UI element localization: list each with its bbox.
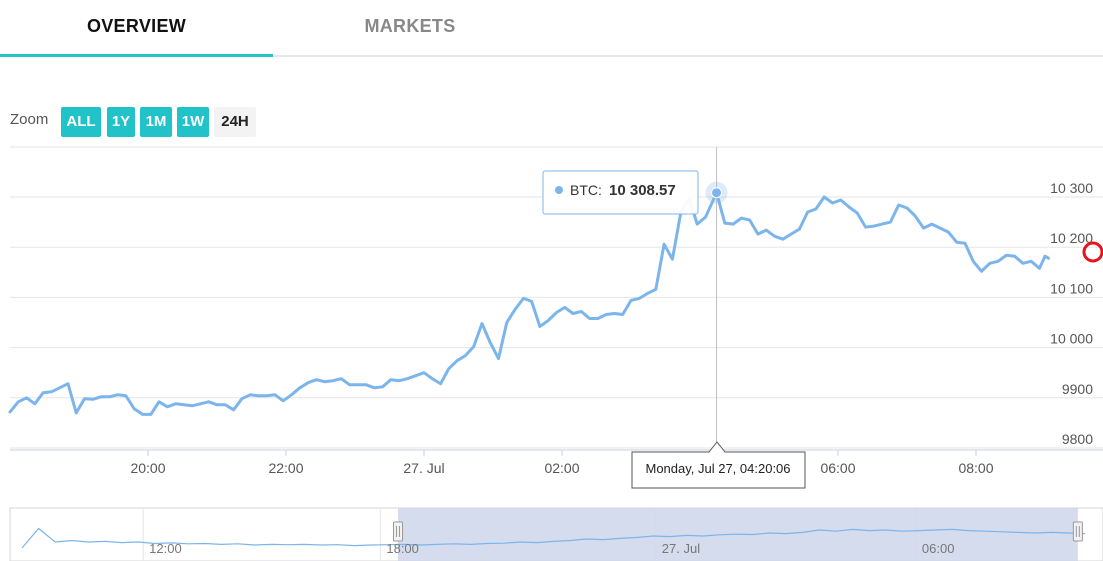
x-tick-label: 20:00 <box>130 460 165 476</box>
x-tick-label: 08:00 <box>958 460 993 476</box>
x-tick-label: 22:00 <box>268 460 303 476</box>
navigator-tick-label: 27. Jul <box>662 541 700 556</box>
btc-price-line <box>8 191 1050 416</box>
date-tooltip: Monday, Jul 27, 04:20:06 <box>631 441 806 489</box>
x-tick-label: 02:00 <box>544 460 579 476</box>
tooltip-value: 10 308.57 <box>609 182 676 199</box>
last-point-marker <box>1082 241 1103 263</box>
navigator-tick-label: 06:00 <box>922 541 955 556</box>
navigator-tick-label: 12:00 <box>149 541 182 556</box>
hover-point <box>711 187 723 199</box>
tab-overview[interactable]: OVERVIEW <box>0 0 273 57</box>
y-tick-label: 10 100 <box>1050 280 1093 296</box>
date-tooltip-label: Monday, Jul 27, 04:20:06 <box>645 461 790 476</box>
navigator[interactable]: 12:00 18:00 27. Jul 06:00 <box>9 507 1103 561</box>
y-tick-label: 10 200 <box>1050 230 1093 246</box>
zoom-all-button[interactable]: ALL <box>61 107 101 137</box>
tooltip-series-marker <box>555 186 563 194</box>
x-tick-label: 06:00 <box>820 460 855 476</box>
tab-bar: OVERVIEW MARKETS <box>0 0 1103 57</box>
navigator-handle-grip[interactable] <box>393 521 404 542</box>
y-tick-label: 9800 <box>1062 431 1093 447</box>
zoom-1m-button[interactable]: 1M <box>140 107 172 137</box>
navigator-handle-grip[interactable] <box>1072 521 1083 542</box>
navigator-series-line <box>21 527 1086 549</box>
y-axis: 9800 9900 10 000 10 100 10 200 10 300 <box>1050 180 1093 447</box>
tooltip-series-name: BTC: <box>570 182 602 198</box>
navigator-labels: 12:00 18:00 27. Jul 06:00 <box>149 541 954 556</box>
grid-lines <box>10 146 1103 451</box>
navigator-handle-left[interactable] <box>393 521 404 542</box>
x-tick-label: 27. Jul <box>403 460 444 476</box>
zoom-1y-button[interactable]: 1Y <box>107 107 135 137</box>
x-axis: 20:00 22:00 27. Jul 02:00 06:00 08:00 <box>130 450 994 476</box>
series-tooltip: BTC: 10 308.57 <box>542 170 699 215</box>
navigator-tick-label: 18:00 <box>386 541 419 556</box>
y-tick-label: 10 300 <box>1050 180 1093 196</box>
navigator-handle-right[interactable] <box>1072 521 1083 542</box>
zoom-label: Zoom <box>10 111 49 128</box>
tab-markets[interactable]: MARKETS <box>364 16 456 36</box>
zoom-1w-button[interactable]: 1W <box>177 107 209 137</box>
zoom-24h-button[interactable]: 24H <box>214 107 256 137</box>
y-tick-label: 9900 <box>1062 381 1093 397</box>
y-tick-label: 10 000 <box>1050 331 1093 347</box>
